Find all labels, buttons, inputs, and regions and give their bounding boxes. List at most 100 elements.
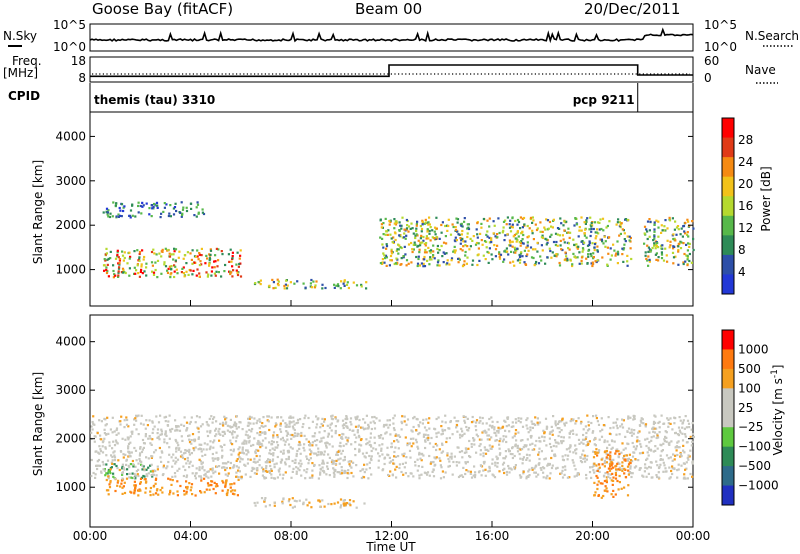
velocity-cells-cell-2	[346, 439, 349, 442]
power-cells-cell-0	[116, 251, 119, 254]
power-cells-cell-3	[606, 246, 609, 249]
velocity-cells-cell-2	[247, 451, 250, 454]
velocity-cells-cell-2	[531, 448, 534, 451]
velocity-cells-cell-2	[560, 472, 563, 475]
power-cells-cell-4	[677, 245, 680, 248]
power-cells-cell-3	[496, 236, 499, 239]
velocity-cells-cell-2	[575, 420, 578, 423]
velocity-cells-cell-2	[264, 476, 268, 479]
velocity-cells-cell-2	[354, 454, 357, 457]
velocity-cells-cell-2	[418, 431, 421, 435]
power-cells-cell-2	[313, 286, 317, 289]
velocity-cells-cell-2	[571, 459, 574, 462]
power-cells-cell-0	[105, 266, 108, 269]
power-cells-cell-4	[657, 256, 660, 259]
velocity-cells-cell-2	[330, 429, 333, 432]
velocity-cells-cell-2	[325, 473, 328, 476]
velocity-cells-cell-0	[112, 472, 115, 475]
velocity-cells-cell-2	[528, 474, 531, 477]
velocity-cells-cell-2	[516, 446, 519, 450]
velocity-cells-cell-2	[684, 433, 687, 436]
velocity-cells-cell-2	[324, 442, 327, 445]
velocity-cells-cell-3	[308, 501, 311, 504]
velocity-cells-cell-1	[185, 490, 188, 493]
velocity-cells-cell-2	[177, 444, 180, 447]
velocity-cells-cell-2	[298, 442, 301, 445]
velocity-cells-cell-3	[302, 501, 305, 504]
power-cells-cell-3	[562, 224, 565, 227]
velocity-cells-cell-2	[163, 441, 166, 444]
velocity-cells-cell-2	[439, 477, 443, 480]
power-cells-cell-3	[547, 227, 550, 230]
velocity-cells-cell-2	[536, 421, 539, 424]
power-cells-cell-3	[428, 250, 431, 253]
power-cells-cell-1	[150, 215, 153, 218]
power-cells-cell-3	[446, 262, 449, 265]
velocity-cells-cell-2	[133, 418, 136, 421]
power-cells-cell-0	[208, 262, 211, 265]
velocity-cells-cell-0	[149, 464, 152, 467]
velocity-cells-cell-2	[592, 430, 595, 433]
velocity-cells-cell-2	[432, 468, 435, 471]
velocity-cells-cell-2	[242, 442, 246, 445]
power-cells-cell-4	[686, 249, 689, 252]
velocity-cells-cell-2	[293, 432, 297, 435]
velocity-cells-cell-2	[245, 430, 248, 433]
power-cells-cell-3	[442, 241, 446, 244]
velocity-cells-cell-2	[157, 435, 160, 438]
power-cells-cell-3	[540, 244, 543, 247]
velocity-cells-cell-2	[210, 475, 213, 478]
velocity-cells-cell-4	[600, 496, 603, 499]
power-cells-cell-4	[685, 254, 688, 257]
velocity-cells-cell-2	[121, 437, 124, 440]
velocity-cells-cell-2	[554, 424, 558, 427]
velocity-cells-cell-3	[342, 502, 345, 505]
velocity-cells-cell-2	[611, 446, 614, 449]
velocity-cells-cell-1	[144, 478, 147, 481]
power-cells-cell-0	[105, 271, 109, 275]
velocity-cells-cell-2	[420, 453, 423, 456]
velocity-cells-cell-2	[536, 417, 539, 420]
velocity-cells-cell-2	[336, 420, 339, 423]
velocity-cells-cell-2	[654, 445, 657, 448]
velocity-cells-cell-2	[575, 474, 578, 477]
power-cells-cell-3	[485, 246, 488, 249]
power-cells-cell-2	[333, 286, 336, 289]
velocity-cells-cell-2	[292, 416, 295, 419]
power-cells-cell-3	[544, 237, 547, 240]
velocity-cells-cell-2	[201, 467, 204, 470]
velocity-cells-cell-2	[415, 429, 418, 432]
velocity-cells-cell-2	[464, 462, 467, 465]
velocity-cells-cell-2	[631, 455, 635, 458]
velocity-cells-cell-2	[473, 476, 477, 479]
power-cells-cell-0	[220, 250, 223, 253]
velocity-cells-cell-4	[617, 450, 620, 453]
velocity-cells-cell-0	[126, 473, 129, 476]
velocity-cells-cell-2	[610, 447, 613, 451]
velocity-cells-cell-2	[452, 460, 455, 464]
velocity-cells-cell-2	[572, 461, 575, 464]
velocity-cells-cell-2	[462, 415, 465, 418]
velocity-cells-cell-2	[268, 470, 271, 473]
velocity-cells-cell-2	[460, 450, 464, 453]
power-cells-cell-3	[563, 220, 566, 223]
velocity-cells-cell-2	[650, 439, 653, 442]
power-cells-cell-3	[456, 218, 460, 221]
velocity-cells-cell-2	[513, 435, 516, 438]
power-cells-cell-3	[379, 262, 382, 265]
power-cells-cell-0	[208, 259, 211, 262]
velocity-cells-cell-2	[142, 442, 146, 445]
power-cells-cell-0	[105, 268, 108, 271]
velocity-cells-cell-2	[367, 477, 370, 480]
velocity-cells-cell-1	[144, 491, 147, 494]
power-cells-cell-3	[549, 235, 552, 238]
velocity-cells-cell-2	[540, 468, 543, 471]
velocity-cells-cell-2	[181, 439, 184, 442]
velocity-cells-cell-2	[560, 440, 563, 443]
velocity-cells-cell-2	[485, 431, 488, 434]
power-cells-cell-3	[459, 242, 462, 245]
velocity-cells-cell-2	[441, 428, 444, 431]
velocity-cells-cell-2	[332, 460, 335, 464]
power-cells-cell-4	[677, 242, 680, 246]
